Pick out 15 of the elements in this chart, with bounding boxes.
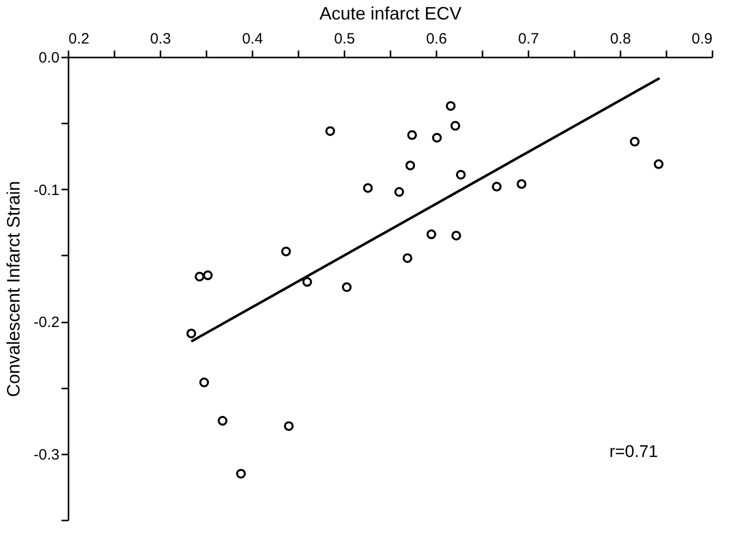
x-tick-label: 0.9 — [692, 30, 712, 48]
x-tick-label: 0.2 — [68, 30, 90, 48]
annotation: r=0.71 — [609, 442, 658, 461]
y-tick-label: -0.1 — [34, 182, 60, 199]
x-tick-label: 0.4 — [242, 30, 263, 48]
x-tick-label: 0.3 — [150, 30, 171, 48]
x-axis-title: Acute infarct ECV — [319, 4, 462, 24]
x-tick-label: 0.6 — [426, 30, 447, 48]
x-tick-label: 0.5 — [334, 30, 355, 48]
y-tick-label: 0.0 — [38, 50, 60, 66]
y-tick-label: -0.3 — [34, 446, 60, 464]
y-tick-label: -0.2 — [34, 314, 60, 332]
x-tick-label: 0.7 — [518, 30, 539, 48]
y-axis-title: Convalescent Infarct Strain — [4, 180, 24, 398]
x-tick-label: 0.8 — [610, 30, 631, 48]
